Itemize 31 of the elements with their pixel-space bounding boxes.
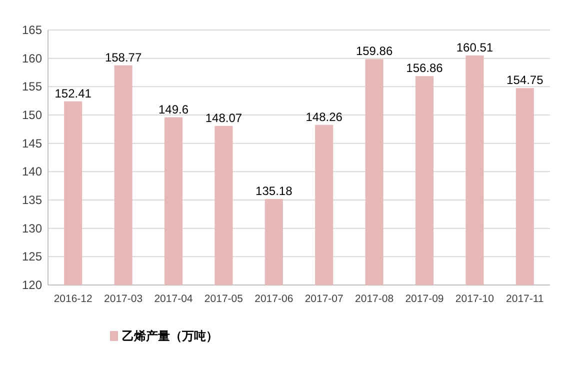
legend-label: 乙烯产量（万吨） [122, 329, 218, 343]
y-tick-label: 130 [22, 221, 42, 236]
data-label: 135.18 [256, 184, 293, 198]
y-tick-label: 125 [22, 250, 42, 264]
y-tick-label: 135 [22, 193, 42, 207]
data-label: 159.86 [356, 44, 393, 58]
x-tick-label: 2017-04 [154, 293, 193, 305]
y-tick-label: 160 [22, 51, 42, 66]
y-tick-label: 120 [22, 278, 42, 292]
data-label: 158.77 [104, 50, 142, 64]
x-tick-label: 2017-03 [104, 293, 143, 305]
data-label: 156.86 [406, 61, 444, 76]
data-label: 160.51 [456, 40, 494, 54]
data-label: 148.26 [306, 110, 343, 124]
data-label: 152.41 [54, 86, 92, 100]
x-tick-label: 2016-12 [54, 293, 93, 305]
x-tick-label: 2017-10 [455, 293, 494, 305]
y-tick-label: 165 [22, 23, 42, 37]
x-tick-label: 2017-08 [355, 293, 394, 305]
x-tick-label: 2017-05 [204, 293, 244, 305]
x-tick-label: 2017-09 [405, 293, 444, 305]
x-tick-label: 2017-06 [254, 293, 294, 305]
y-tick-label: 155 [22, 80, 42, 94]
y-tick-label: 150 [22, 108, 42, 122]
y-tick-label: 140 [22, 164, 42, 179]
data-label: 154.75 [506, 73, 544, 88]
x-tick-label: 2017-11 [506, 293, 544, 305]
x-tick-label: 2017-07 [304, 293, 344, 305]
data-label: 148.07 [205, 110, 242, 125]
y-tick-label: 145 [22, 136, 42, 150]
data-label: 149.6 [158, 102, 189, 116]
